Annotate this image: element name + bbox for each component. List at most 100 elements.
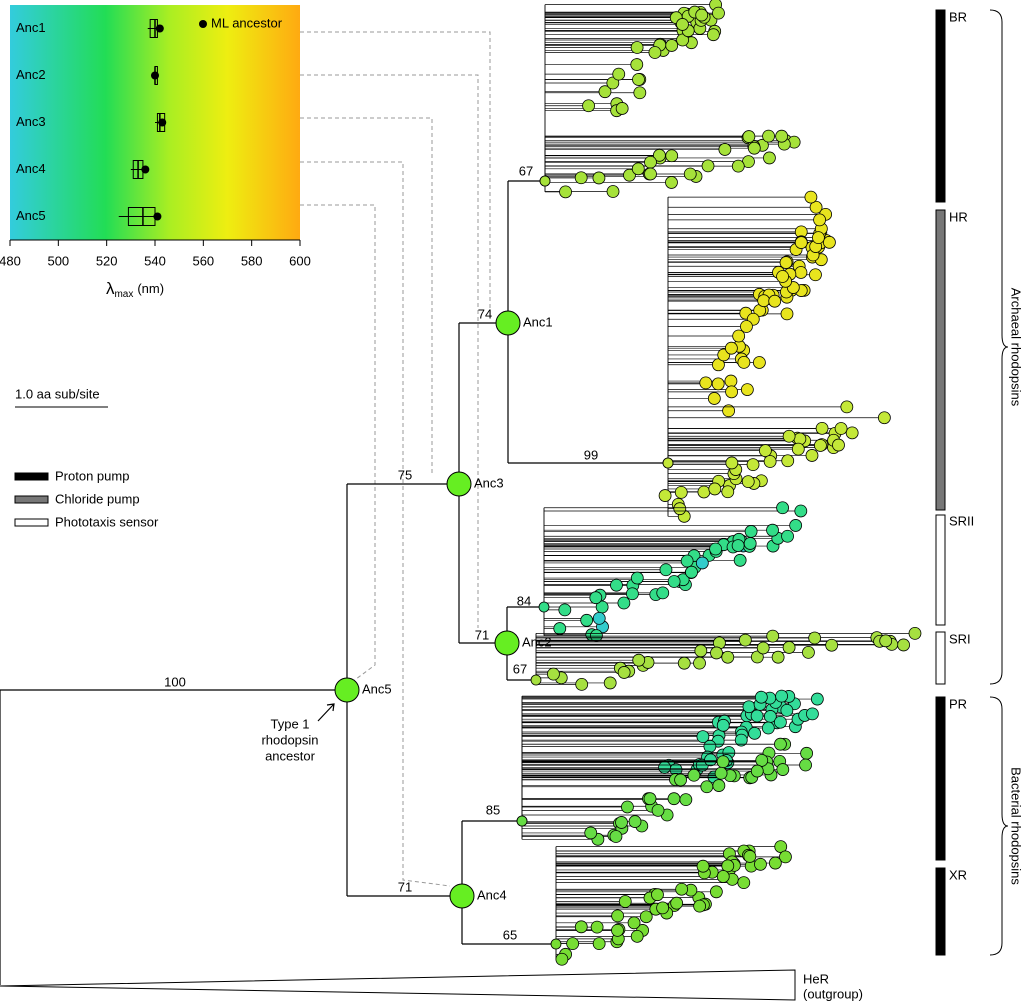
leaf bbox=[747, 141, 761, 155]
leaf bbox=[665, 176, 678, 189]
annotation: ancestor bbox=[265, 748, 316, 763]
leaf bbox=[651, 888, 664, 902]
leaf bbox=[732, 329, 746, 343]
leaf bbox=[750, 764, 764, 778]
leaf bbox=[710, 646, 723, 660]
leaf bbox=[648, 46, 662, 59]
leaf bbox=[809, 200, 823, 214]
leaf bbox=[665, 149, 679, 163]
x-label-subscript: max bbox=[114, 289, 133, 300]
leaf bbox=[683, 167, 697, 181]
leaf bbox=[700, 780, 714, 794]
ancestor-node bbox=[334, 677, 360, 703]
group-label: Bacterial rhodopsins bbox=[1009, 767, 1024, 885]
leaf bbox=[908, 626, 922, 640]
leaf bbox=[589, 591, 603, 605]
leaf bbox=[615, 816, 628, 829]
support-value: 74 bbox=[478, 306, 492, 321]
leaf bbox=[794, 504, 808, 518]
leaf bbox=[756, 641, 770, 655]
leaf bbox=[687, 768, 701, 782]
clade-label: XR bbox=[949, 867, 967, 882]
clade-bar bbox=[935, 696, 946, 861]
x-tick-label: 540 bbox=[144, 253, 166, 268]
leaf bbox=[547, 667, 560, 681]
leaf bbox=[737, 876, 751, 890]
leaf bbox=[806, 707, 819, 721]
leaf bbox=[658, 489, 672, 502]
internal-node bbox=[662, 457, 674, 469]
leaf bbox=[740, 383, 754, 396]
leaf bbox=[651, 803, 665, 817]
leaf bbox=[633, 86, 647, 100]
leaf bbox=[610, 578, 623, 592]
leaf bbox=[574, 920, 588, 934]
leaf bbox=[780, 307, 794, 321]
leaf bbox=[676, 33, 689, 47]
leaf bbox=[559, 185, 572, 199]
ancestor-node bbox=[446, 471, 472, 497]
leaf bbox=[773, 715, 787, 729]
leaf bbox=[617, 666, 631, 679]
leaf bbox=[632, 73, 645, 86]
leaf bbox=[652, 148, 666, 162]
leaf bbox=[675, 882, 689, 896]
leaf bbox=[779, 850, 792, 864]
leaf bbox=[724, 374, 738, 388]
support-value: 67 bbox=[519, 163, 533, 178]
y-tick-label: Anc3 bbox=[16, 114, 46, 129]
support-value: 100 bbox=[164, 674, 186, 689]
leaf bbox=[606, 76, 620, 90]
ml-point bbox=[158, 118, 167, 127]
annotation: rhodopsin bbox=[261, 732, 318, 747]
clade-bar bbox=[935, 514, 946, 626]
ml-legend: ML ancestor bbox=[199, 15, 283, 30]
leaf bbox=[632, 653, 646, 667]
leaf bbox=[598, 85, 612, 99]
leaf bbox=[799, 758, 812, 772]
ancestor-node bbox=[495, 310, 521, 336]
leaf bbox=[707, 392, 721, 405]
leaf bbox=[704, 753, 717, 767]
leaf bbox=[809, 268, 822, 282]
leaf bbox=[676, 18, 689, 31]
annotation-arrow bbox=[317, 703, 335, 722]
leaf bbox=[845, 426, 859, 440]
leaf bbox=[791, 442, 805, 456]
annotation: Type 1 bbox=[270, 716, 309, 731]
ml-point bbox=[153, 212, 162, 221]
y-tick-label: Anc5 bbox=[16, 208, 46, 223]
leaf bbox=[779, 256, 793, 269]
leaf bbox=[812, 231, 825, 245]
leaf bbox=[780, 703, 794, 717]
leaf bbox=[699, 376, 713, 390]
leaf bbox=[670, 896, 684, 910]
clade-bar bbox=[935, 209, 946, 511]
leaf bbox=[740, 320, 753, 333]
leaf bbox=[716, 755, 730, 769]
leaf bbox=[750, 650, 764, 664]
leaf bbox=[776, 763, 790, 776]
leaf bbox=[840, 400, 854, 414]
leaf bbox=[643, 792, 657, 806]
legend-label: Phototaxis sensor bbox=[55, 514, 159, 529]
leaf bbox=[617, 596, 631, 610]
legend-swatch bbox=[14, 495, 49, 504]
leaf bbox=[667, 792, 681, 806]
leaf bbox=[776, 501, 789, 515]
leaf bbox=[644, 155, 657, 169]
leaf bbox=[897, 638, 910, 652]
leaf bbox=[802, 646, 815, 659]
leaf bbox=[714, 766, 728, 780]
leaf bbox=[590, 920, 604, 934]
leaf bbox=[731, 159, 745, 173]
leaf bbox=[815, 421, 829, 435]
leaf bbox=[558, 603, 572, 617]
internal-node bbox=[530, 674, 542, 686]
leaf bbox=[766, 523, 779, 537]
leaf bbox=[789, 519, 803, 532]
support-value: 75 bbox=[398, 467, 412, 482]
node-label: Anc2 bbox=[522, 634, 552, 649]
leaf bbox=[761, 721, 775, 735]
legend-swatch bbox=[14, 518, 49, 527]
